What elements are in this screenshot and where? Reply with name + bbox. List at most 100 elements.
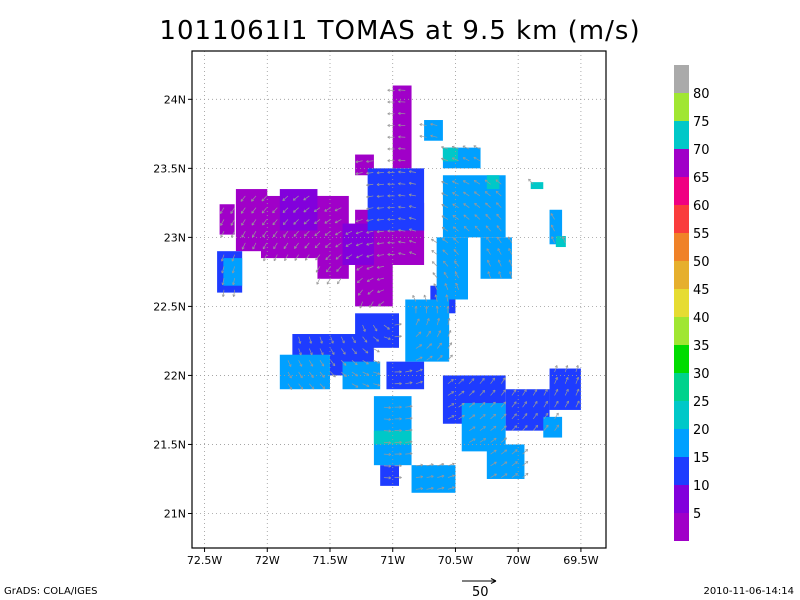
wind-vector-head (555, 388, 559, 392)
wind-vector-head (449, 342, 453, 346)
colorbar-label: 80 (693, 87, 710, 102)
wind-vector (543, 401, 548, 408)
wind-vector (495, 179, 502, 185)
wind-vector-head (387, 135, 390, 139)
wind-region-15 (380, 465, 399, 486)
wind-vector (398, 218, 406, 220)
wind-vector (251, 207, 257, 214)
wind-vector-head (576, 376, 580, 380)
wind-vector-head (496, 202, 499, 206)
wind-vector (564, 400, 569, 408)
wind-vector-head (486, 248, 490, 252)
wind-vector-head (430, 134, 433, 138)
wind-vector-head (320, 352, 324, 356)
wind-vector (304, 230, 310, 237)
wind-vector (490, 461, 497, 467)
wind-vector (473, 145, 481, 150)
wind-vector-head (241, 222, 244, 226)
wind-vector-head (316, 281, 320, 285)
wind-vector (314, 230, 321, 237)
wind-region-20 (405, 299, 450, 362)
wind-vector-head (441, 226, 445, 230)
colorbar-label: 20 (693, 423, 710, 438)
wind-vector (292, 195, 299, 201)
wind-vector (355, 172, 363, 175)
wind-vector (441, 215, 449, 220)
wind-vector (500, 389, 506, 396)
wind-vector (501, 449, 508, 455)
wind-vector-head (334, 220, 338, 224)
wind-vector (303, 195, 310, 201)
wind-vector (221, 266, 225, 274)
wind-vector (377, 266, 385, 268)
wind-vector-head (409, 251, 412, 255)
wind-vector-head (473, 156, 477, 160)
wind-vector-head (398, 158, 401, 162)
wind-vector-head (508, 248, 512, 251)
wind-vector-head (314, 221, 317, 225)
wind-vector (319, 360, 325, 367)
wind-vector-head (355, 172, 359, 176)
wind-vector-head (416, 318, 420, 322)
wind-vector (373, 371, 381, 375)
wind-vector (358, 289, 363, 296)
wind-vector (373, 383, 381, 386)
wind-vector (468, 378, 475, 384)
wind-vector (241, 242, 246, 250)
wind-vector (366, 242, 374, 246)
wind-vector-head (503, 413, 507, 417)
wind-vector (251, 195, 257, 202)
wind-vector-head (452, 203, 456, 207)
wind-vector-head (262, 234, 266, 238)
wind-vector (485, 202, 491, 208)
wind-vector (550, 213, 555, 220)
wind-vector-head (398, 147, 401, 151)
reference-vector (462, 578, 497, 584)
wind-vector-head (493, 425, 497, 429)
wind-vector-head (398, 252, 401, 256)
wind-vector (351, 336, 356, 344)
wind-vector-head (335, 256, 339, 260)
wind-vector (511, 425, 518, 431)
wind-vector-head (452, 192, 455, 195)
wind-vector-head (388, 417, 392, 421)
wind-vector (554, 412, 559, 420)
wind-vector-head (495, 190, 499, 194)
wind-vector-head (412, 295, 416, 298)
colorbar-segment (674, 93, 689, 121)
wind-vector-head (535, 424, 539, 428)
wind-vector (298, 336, 301, 344)
wind-vector (501, 473, 508, 478)
wind-vector (230, 207, 235, 214)
wind-vector-head (398, 88, 401, 92)
wind-vector (408, 182, 416, 185)
wind-vector-head (463, 203, 467, 206)
wind-vector-head (366, 254, 370, 258)
plot-frame (191, 50, 607, 549)
wind-vector-head (387, 100, 390, 104)
wind-vector (319, 383, 326, 389)
wind-vector (409, 228, 417, 232)
wind-vector-head (387, 159, 390, 163)
colorbar-segment (674, 121, 689, 149)
wind-vector (426, 463, 434, 467)
wind-vector (405, 441, 413, 443)
wind-vector-head (472, 402, 476, 406)
wind-vector-head (399, 464, 402, 468)
wind-vector (479, 414, 486, 420)
wind-vector-head (377, 360, 381, 364)
wind-vector-head (451, 145, 455, 149)
wind-vector (473, 156, 481, 162)
wind-vector (458, 378, 464, 384)
wind-vector (369, 301, 374, 308)
wind-vector (458, 414, 465, 420)
wind-vector (447, 475, 455, 478)
wind-vector (441, 226, 449, 232)
colorbar-segment (674, 429, 689, 457)
wind-vector (240, 207, 246, 214)
wind-vector (298, 360, 303, 367)
wind-vector (415, 318, 420, 326)
wind-vector (486, 237, 491, 244)
wind-vector-head (315, 269, 319, 273)
wind-vector-head (298, 352, 302, 356)
